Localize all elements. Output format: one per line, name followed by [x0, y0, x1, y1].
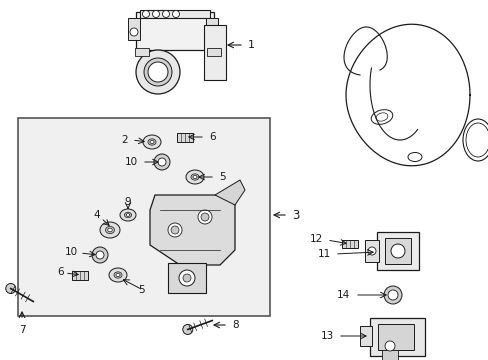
- Ellipse shape: [109, 268, 127, 282]
- Bar: [341, 240, 357, 248]
- Circle shape: [96, 251, 104, 259]
- Circle shape: [154, 154, 170, 170]
- Text: 10: 10: [65, 247, 78, 257]
- Text: 14: 14: [336, 290, 349, 300]
- Bar: [168, 263, 205, 293]
- Bar: [128, 18, 140, 40]
- Circle shape: [201, 213, 208, 221]
- Text: 2: 2: [121, 135, 128, 145]
- Text: 13: 13: [320, 331, 333, 341]
- Text: 5: 5: [138, 285, 145, 295]
- Ellipse shape: [143, 58, 172, 86]
- Bar: [140, 10, 209, 18]
- Bar: [136, 12, 214, 50]
- Circle shape: [158, 158, 165, 166]
- Ellipse shape: [105, 226, 114, 234]
- Circle shape: [142, 10, 149, 18]
- Text: 1: 1: [247, 40, 254, 50]
- Ellipse shape: [116, 274, 120, 276]
- Text: 7: 7: [19, 325, 25, 335]
- Ellipse shape: [150, 140, 154, 144]
- Circle shape: [130, 28, 138, 36]
- Text: 6: 6: [57, 267, 64, 277]
- Ellipse shape: [462, 119, 488, 161]
- Bar: [376, 232, 418, 270]
- Text: 4: 4: [93, 210, 100, 220]
- Ellipse shape: [193, 175, 197, 179]
- Text: 12: 12: [309, 234, 323, 244]
- Ellipse shape: [375, 113, 387, 121]
- Text: 3: 3: [291, 208, 299, 221]
- Circle shape: [168, 223, 182, 237]
- Ellipse shape: [120, 209, 136, 221]
- Bar: [384, 238, 410, 264]
- Bar: [381, 350, 397, 360]
- Circle shape: [92, 247, 108, 263]
- Circle shape: [183, 324, 192, 334]
- Bar: [177, 132, 193, 141]
- Ellipse shape: [190, 174, 199, 180]
- Circle shape: [172, 10, 179, 18]
- Ellipse shape: [370, 110, 392, 124]
- Circle shape: [198, 210, 212, 224]
- Ellipse shape: [407, 153, 421, 162]
- Ellipse shape: [126, 213, 129, 216]
- Ellipse shape: [107, 228, 112, 232]
- Polygon shape: [215, 180, 244, 205]
- Circle shape: [183, 274, 191, 282]
- Ellipse shape: [148, 139, 156, 145]
- Circle shape: [387, 290, 397, 300]
- Ellipse shape: [142, 135, 161, 149]
- Text: 9: 9: [124, 197, 131, 207]
- Ellipse shape: [465, 123, 488, 157]
- Circle shape: [367, 247, 375, 255]
- Circle shape: [6, 284, 16, 293]
- Text: 6: 6: [208, 132, 215, 142]
- Bar: [203, 25, 225, 80]
- Ellipse shape: [114, 272, 122, 278]
- Bar: [377, 324, 413, 350]
- Bar: [205, 18, 218, 40]
- Bar: [18, 118, 269, 316]
- Ellipse shape: [136, 50, 180, 94]
- Bar: [135, 48, 149, 56]
- Bar: [206, 48, 221, 56]
- Circle shape: [179, 270, 195, 286]
- Text: 11: 11: [317, 249, 330, 259]
- Circle shape: [207, 28, 216, 36]
- Ellipse shape: [185, 170, 203, 184]
- Text: 10: 10: [124, 157, 138, 167]
- Bar: [359, 326, 371, 346]
- Ellipse shape: [100, 222, 120, 238]
- Bar: [369, 318, 424, 356]
- Polygon shape: [150, 195, 235, 265]
- Circle shape: [171, 226, 179, 234]
- Text: 5: 5: [219, 172, 225, 182]
- Circle shape: [152, 10, 159, 18]
- Ellipse shape: [124, 212, 131, 218]
- Text: 8: 8: [231, 320, 238, 330]
- Circle shape: [390, 244, 404, 258]
- Circle shape: [384, 341, 394, 351]
- Bar: [72, 270, 88, 279]
- Circle shape: [162, 10, 169, 18]
- Bar: [364, 240, 378, 262]
- Circle shape: [383, 286, 401, 304]
- Circle shape: [148, 62, 168, 82]
